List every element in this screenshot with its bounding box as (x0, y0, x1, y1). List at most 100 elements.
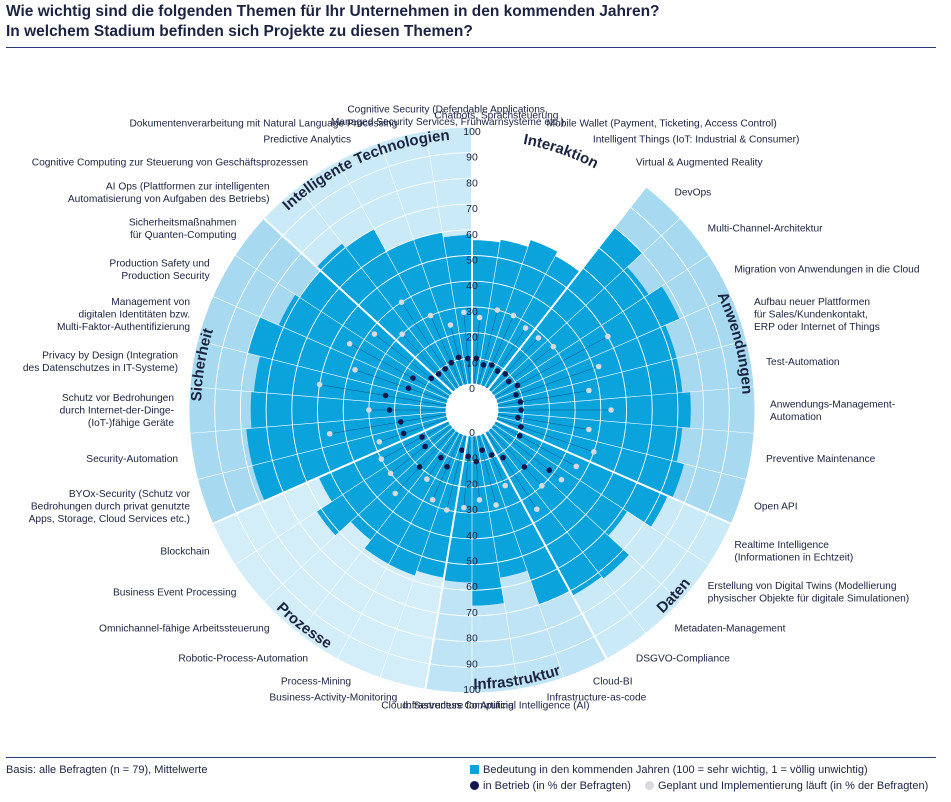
topic-label-line: Chatbots, Sprachsteuerung (434, 111, 558, 122)
bar-29 (250, 391, 447, 429)
topic-label-line: Virtual & Augmented Reality (636, 158, 764, 169)
topic-label-line: Apps, Storage, Cloud Services etc.) (29, 514, 190, 525)
topic-label-5: DevOps (674, 188, 711, 199)
connector-13 (494, 422, 577, 467)
spoke-3 (480, 142, 565, 386)
topic-label-line: Cognitive Computing zur Steuerung von Ge… (32, 158, 308, 169)
topic-label-line: digitalen Identitäten bzw. (78, 309, 190, 320)
in-operation-dot-4 (494, 368, 501, 374)
footer-rule (6, 757, 936, 758)
spoke-26 (234, 423, 451, 566)
spoke-6 (490, 218, 681, 393)
topic-label-line: Dokumentenverarbeitung mit Natural Langu… (129, 119, 397, 130)
planned-dot-21 (443, 507, 450, 513)
in-operation-dot-5 (502, 371, 509, 377)
in-operation-dot-25 (422, 443, 428, 450)
bar-23 (364, 430, 460, 564)
planned-dot-29 (366, 407, 372, 413)
connector-20 (463, 435, 471, 508)
topic-label-line: DevOps (674, 188, 711, 199)
ring-label-top-0: 0 (469, 383, 475, 395)
topic-label-33: Sicherheitsmaßnahmen für Quanten-Computin… (129, 217, 237, 241)
category-separator-7 (263, 217, 454, 394)
connector-38 (463, 312, 471, 385)
topic-label-1: Chatbots, Sprachsteuerung (434, 111, 558, 122)
connector-12 (496, 418, 594, 453)
bar-2 (476, 239, 529, 386)
connector-1 (473, 317, 480, 385)
in-operation-dot-16 (500, 454, 506, 461)
ring-label-top-100: 100 (463, 126, 481, 138)
spoke-28 (197, 416, 447, 480)
planned-dot-12 (591, 449, 597, 455)
bar-19 (472, 435, 505, 606)
topic-label-14: Erstellung von Digital Twins (Modellieru… (708, 581, 910, 605)
topic-label-line: Automation (770, 412, 822, 423)
spoke-11 (497, 411, 755, 434)
connector-19 (473, 435, 480, 500)
in-operation-dot-28 (397, 419, 404, 425)
connector-16 (486, 431, 538, 510)
in-operation-dot-35 (442, 366, 448, 372)
topic-label-line: Metadaten-Management (674, 623, 785, 634)
in-operation-dot-2 (480, 362, 487, 368)
topic-label-line: Production Security (121, 271, 210, 282)
planned-dot-11 (586, 426, 592, 433)
topic-label-22: Process-Mining (281, 677, 352, 688)
in-operation-dot-17 (488, 452, 495, 458)
in-operation-dot-36 (448, 359, 455, 366)
center-hole (447, 385, 497, 435)
bar-35 (345, 228, 460, 390)
topic-label-line: Infrastructure-as-code (547, 692, 647, 703)
topic-label-line: Privacy by Design (Integration (42, 351, 178, 362)
planned-dot-28 (326, 430, 333, 437)
spoke-9 (497, 340, 747, 404)
bar-1 (472, 240, 500, 385)
ring-label-bottom-80: 80 (466, 633, 478, 645)
topic-label-line: BYOx-Security (Schutz vor (69, 489, 191, 500)
planned-dot-16 (534, 506, 540, 513)
connector-27 (379, 418, 448, 443)
topic-label-line: Multi-Faktor-Authentifizierung (57, 322, 190, 333)
in-operation-dot-23 (438, 454, 444, 461)
connector-25 (390, 425, 452, 474)
spoke-30 (189, 386, 447, 409)
legend-dark-dot-label: in Betrieb (in % der Befragten) (483, 780, 631, 792)
topic-label-line: durch Internet-der-Dinge- (60, 406, 174, 417)
legend-bar-item: Bedeutung in den kommenden Jahren (100 =… (470, 764, 868, 776)
in-operation-dot-6 (505, 378, 512, 385)
legend-light-dot-label: Geplant und Implementierung läuft (in % … (658, 780, 929, 792)
connector-5 (489, 337, 539, 392)
in-operation-dot-26 (419, 434, 425, 440)
bar-31 (247, 316, 449, 404)
in-operation-dot-29 (386, 407, 393, 413)
spoke-12 (497, 416, 747, 480)
spoke-16 (487, 430, 647, 634)
ring-label-top-70: 70 (466, 203, 478, 215)
planned-dot-34 (399, 331, 405, 337)
topic-label-line: AI Ops (Plattformen zur intelligenten (106, 181, 270, 192)
in-operation-dot-24 (416, 464, 423, 470)
topic-label-30: Privacy by Design (Integration des Datens… (23, 351, 178, 375)
bar-30 (253, 356, 447, 408)
topic-label-38: Cognitive Security (Defendable Applicati… (331, 104, 564, 128)
category-separator-5 (424, 435, 469, 690)
legend-light-dot (645, 781, 654, 790)
topic-label-line: Aufbau neuer Plattformen (754, 297, 870, 308)
topic-label-line: Erstellung von Digital Twins (Modellieru… (708, 581, 897, 592)
ring-label-top-50: 50 (466, 255, 478, 267)
in-operation-dot-8 (513, 392, 519, 398)
planned-dot-25 (387, 470, 394, 477)
planned-dot-32 (346, 341, 353, 347)
topic-label-line: Multi-Channel-Architektur (708, 224, 824, 235)
topic-label-31: Management von digitalen Identitäten bzw.… (57, 297, 190, 333)
connector-9 (497, 390, 589, 406)
connector-34 (401, 333, 455, 392)
topic-label-line: Robotic-Process-Automation (178, 653, 308, 664)
in-operation-dot-34 (435, 371, 442, 377)
spoke-22 (379, 434, 464, 678)
topic-label-line: Schutz vor Bedrohungen (62, 393, 174, 404)
ring-label-top-20: 20 (466, 332, 478, 344)
topic-label-12: Open API (754, 502, 798, 513)
